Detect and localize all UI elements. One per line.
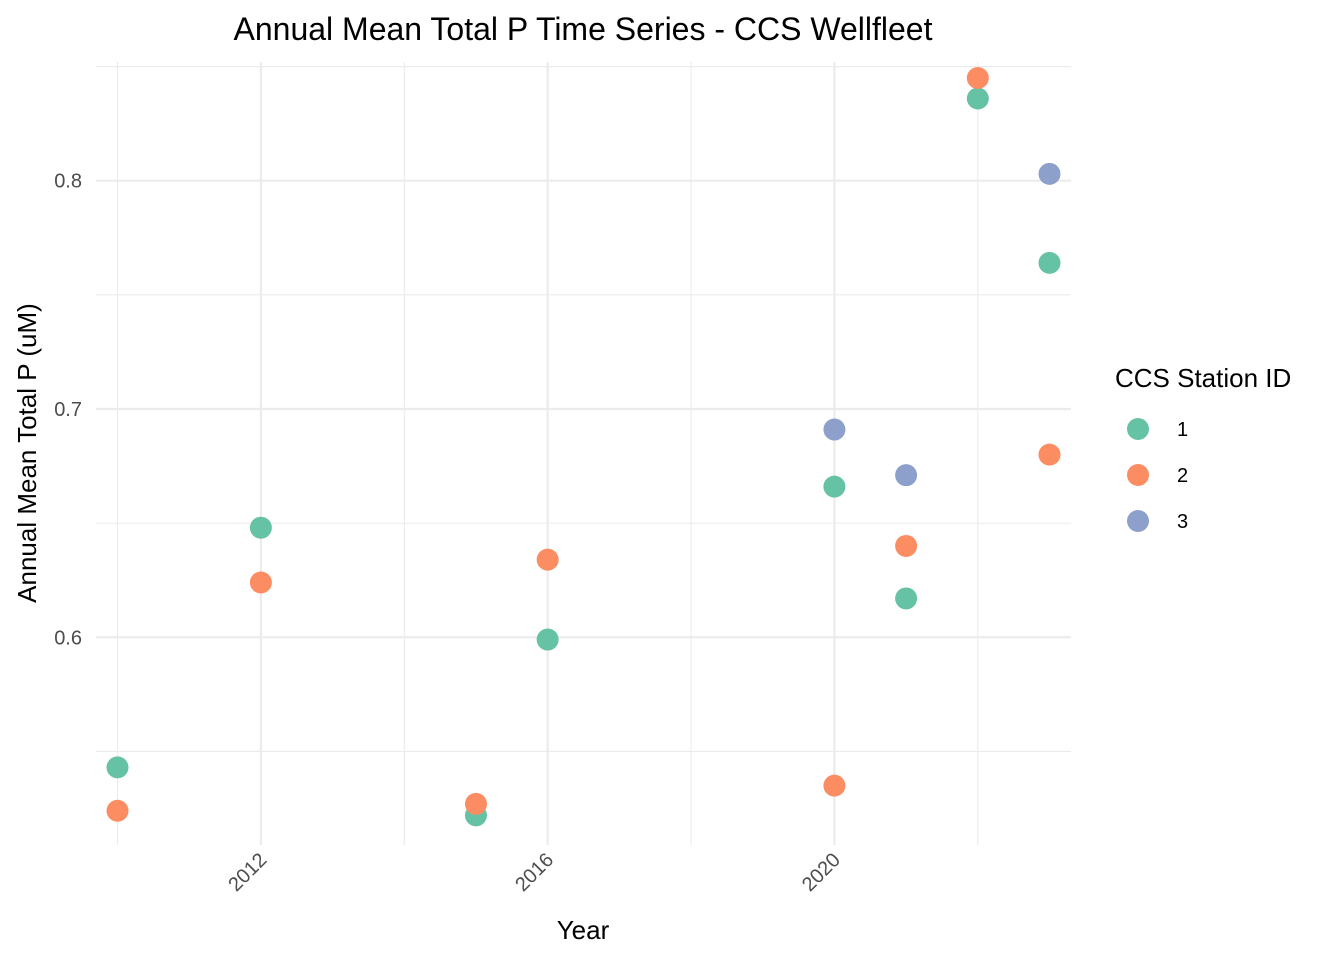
data-points: [106, 66, 1061, 827]
legend-label-2: 2: [1177, 465, 1188, 487]
y-axis-ticks: 0.6 0.7 0.8: [54, 171, 82, 650]
legend: CCS Station ID 1 2 3: [1115, 363, 1291, 533]
x-axis-title: Year: [557, 915, 610, 945]
legend-key-1: [1127, 418, 1149, 440]
data-point-station-2: [823, 774, 846, 797]
x-tick-label: 2012: [224, 849, 271, 896]
data-point-station-1: [249, 516, 272, 539]
data-point-station-1: [966, 87, 989, 110]
data-point-station-3: [895, 464, 918, 487]
data-point-station-2: [106, 799, 129, 822]
legend-label-3: 3: [1177, 511, 1188, 533]
data-point-station-1: [536, 628, 559, 651]
data-point-station-1: [823, 475, 846, 498]
y-tick-label: 0.6: [54, 627, 82, 649]
data-point-station-2: [464, 792, 487, 815]
chart-title: Annual Mean Total P Time Series - CCS We…: [234, 11, 933, 47]
legend-title: CCS Station ID: [1115, 363, 1291, 393]
y-axis-title: Annual Mean Total P (uM): [12, 303, 42, 603]
data-point-station-2: [249, 571, 272, 594]
data-point-station-1: [1038, 251, 1061, 274]
data-point-station-3: [823, 418, 846, 441]
data-point-station-2: [895, 534, 918, 557]
data-point-station-3: [1038, 162, 1061, 185]
legend-label-1: 1: [1177, 419, 1188, 441]
legend-key-2: [1127, 464, 1149, 486]
data-point-station-1: [106, 756, 129, 779]
x-tick-label: 2020: [798, 849, 845, 896]
x-axis-ticks: 2012 2016 2020: [224, 849, 845, 896]
data-point-station-2: [536, 548, 559, 571]
data-point-station-2: [1038, 443, 1061, 466]
grid: [96, 62, 1071, 845]
y-tick-label: 0.8: [54, 171, 82, 193]
data-point-station-2: [966, 66, 989, 89]
y-tick-label: 0.7: [54, 399, 82, 421]
x-tick-label: 2016: [511, 849, 558, 896]
legend-key-3: [1127, 510, 1149, 532]
data-point-station-1: [895, 587, 918, 610]
